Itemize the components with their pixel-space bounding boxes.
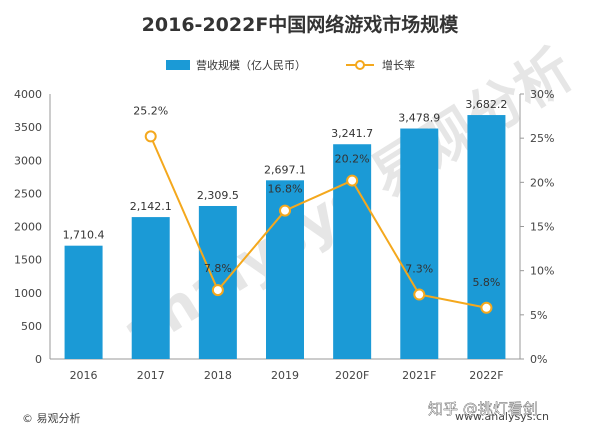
right-axis-tick: 15% xyxy=(530,221,554,234)
bar xyxy=(131,217,170,359)
right-axis: 0% 5% 10% 15% 20% 25% 30% xyxy=(519,88,554,366)
left-axis-tick: 3000 xyxy=(14,154,42,167)
right-axis-tick: 30% xyxy=(530,88,554,101)
growth-point xyxy=(144,130,157,143)
bar xyxy=(198,205,237,359)
growth-point xyxy=(211,284,224,297)
footer: © 易观分析 www.analysys.cn 知乎 @挑灯看剑 xyxy=(22,400,549,425)
legend-line-label: 增长率 xyxy=(382,58,415,72)
left-axis-tick: 1000 xyxy=(14,287,42,300)
growth-value-label: 25.2% xyxy=(133,104,168,117)
left-axis-tick: 0 xyxy=(35,353,42,366)
x-axis: 2016 2017 2018 2019 2020F 2021F 2022F xyxy=(70,369,504,382)
right-axis-tick: 10% xyxy=(530,265,554,278)
chart-title: 2016-2022F中国网络游戏市场规模 xyxy=(142,13,460,36)
growth-point xyxy=(346,174,359,187)
x-axis-tick: 2018 xyxy=(204,369,232,382)
x-axis-tick: 2020F xyxy=(335,369,369,382)
x-axis-tick: 2017 xyxy=(137,369,165,382)
bar-value-label: 3,478.9 xyxy=(398,112,440,125)
bar xyxy=(400,128,439,359)
right-axis-tick: 20% xyxy=(530,176,554,189)
footer-source: © 易观分析 xyxy=(22,411,81,425)
legend: 营收规模（亿人民币） 增长率 xyxy=(166,58,415,72)
left-axis: 0 500 1000 1500 2000 2500 3000 3500 4000 xyxy=(14,88,51,366)
growth-line-path xyxy=(149,135,487,309)
growth-value-label: 7.8% xyxy=(204,262,232,275)
footer-url: www.analysys.cn xyxy=(455,410,549,423)
growth-value-label: 16.8% xyxy=(268,183,303,196)
x-axis-tick: 2022F xyxy=(469,369,503,382)
x-axis-tick: 2016 xyxy=(70,369,98,382)
bar xyxy=(64,245,103,359)
growth-line: 25.2% 7.8% 16.8% 20.2% 7.3% 5.8% xyxy=(133,104,500,314)
bar-value-label: 3,682.2 xyxy=(465,98,507,111)
growth-point xyxy=(413,288,426,301)
growth-value-label: 7.3% xyxy=(405,263,433,276)
legend-line-marker xyxy=(355,60,365,70)
bar-value-label: 1,710.4 xyxy=(63,229,105,242)
left-axis-tick: 2000 xyxy=(14,221,42,234)
bar-value-label: 2,697.1 xyxy=(264,163,306,176)
right-axis-tick: 5% xyxy=(530,309,547,322)
bar-value-label: 2,309.5 xyxy=(197,189,239,202)
growth-point xyxy=(480,301,493,314)
growth-value-label: 20.2% xyxy=(335,153,370,166)
bar-value-label: 2,142.1 xyxy=(130,200,172,213)
bars: 1,710.4 2,142.1 2,309.5 2,697.1 3,241.7 3,478… xyxy=(63,98,507,359)
legend-bar-label: 营收规模（亿人民币） xyxy=(196,58,306,72)
x-axis-tick: 2019 xyxy=(271,369,299,382)
left-axis-tick: 4000 xyxy=(14,88,42,101)
growth-point xyxy=(279,204,291,217)
bar xyxy=(467,115,506,359)
left-axis-tick: 1500 xyxy=(14,254,42,267)
legend-bar-swatch xyxy=(166,60,190,70)
growth-value-label: 5.8% xyxy=(472,276,500,289)
left-axis-tick: 500 xyxy=(21,320,42,333)
left-axis-tick: 3500 xyxy=(14,121,42,134)
right-axis-tick: 25% xyxy=(530,132,554,145)
right-axis-tick: 0% xyxy=(530,353,547,366)
left-axis-tick: 2500 xyxy=(14,187,42,200)
x-axis-tick: 2021F xyxy=(402,369,436,382)
bar-value-label: 3,241.7 xyxy=(331,127,373,140)
footer-watermark: 知乎 @挑灯看剑 xyxy=(428,400,538,418)
